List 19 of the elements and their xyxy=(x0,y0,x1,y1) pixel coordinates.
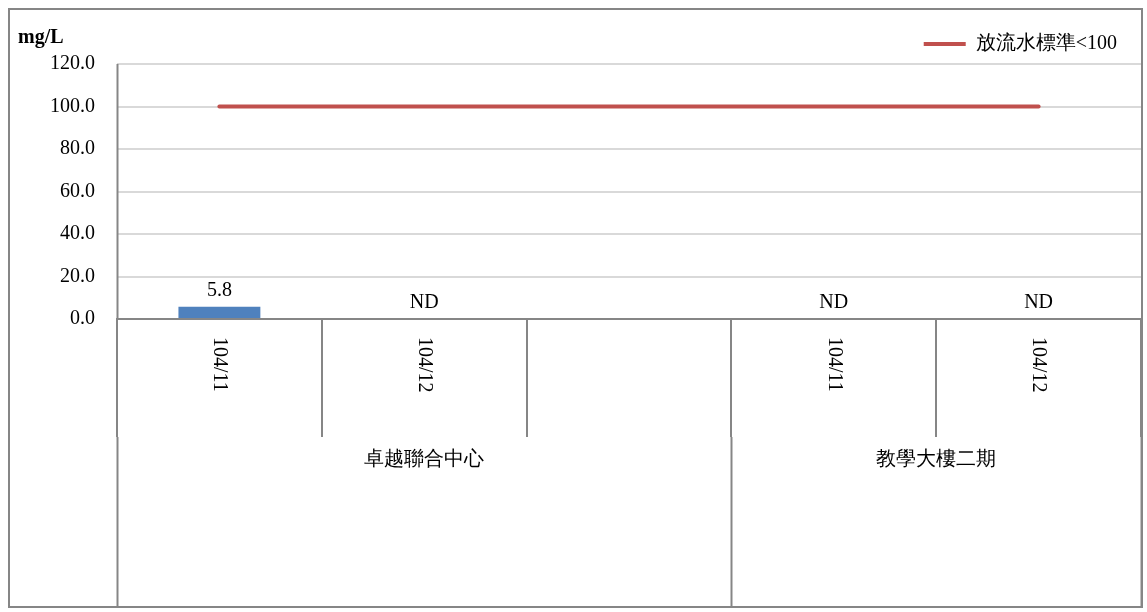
x-tick-label: 104/12 xyxy=(414,337,437,393)
text: ND xyxy=(1024,290,1054,313)
y-tick-label: 120.0 xyxy=(50,51,95,74)
y-tick-label: 100.0 xyxy=(50,93,95,116)
y-tick-label: 20.0 xyxy=(60,263,95,286)
text: 教學大樓二期 xyxy=(876,447,997,470)
data-label: 5.8 xyxy=(206,277,232,300)
y-tick-label: 0.0 xyxy=(70,306,95,329)
x-tick-label: 104/12 xyxy=(1029,337,1052,393)
text: ND xyxy=(819,290,849,313)
legend-label: 放流水標準<100 xyxy=(975,31,1117,54)
x-tick-label: 104/11 xyxy=(210,337,233,392)
y-axis-title: mg/L xyxy=(18,25,64,49)
y-tick-label: 60.0 xyxy=(60,178,95,201)
text: ND xyxy=(409,290,439,313)
y-tick-label: 80.0 xyxy=(60,136,95,159)
x-tick-label: 104/11 xyxy=(824,337,847,392)
y-tick-label: 40.0 xyxy=(60,221,95,244)
text: 卓越聯合中心 xyxy=(364,447,485,470)
